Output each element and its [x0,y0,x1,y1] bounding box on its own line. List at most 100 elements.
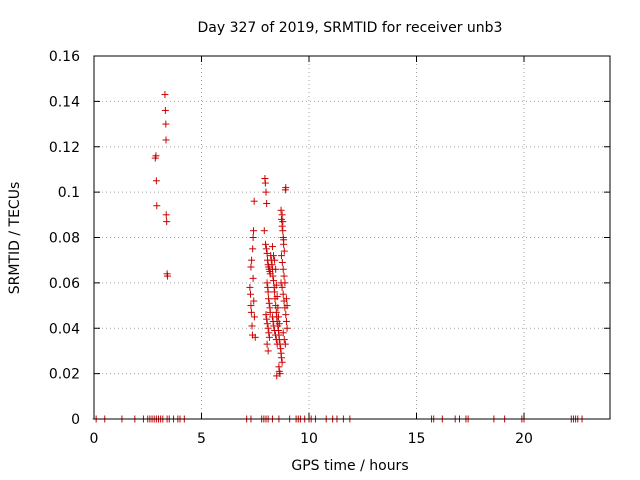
data-point [163,218,171,226]
data-point [263,340,271,348]
data-point [265,295,273,303]
y-tick-label: 0.02 [49,367,80,383]
data-point [282,295,290,303]
data-point [279,227,287,235]
data-point [250,227,258,235]
data-point [279,329,287,337]
data-point [251,333,259,341]
data-point [264,288,272,296]
data-point [262,188,270,196]
x-tick-label: 5 [197,431,206,447]
data-point [272,281,280,289]
data-point [280,336,288,344]
data-point [263,199,271,207]
data-point [278,222,286,230]
data-point [162,211,170,219]
data-point [279,265,287,273]
y-axis-label: SRMTID / TECUs [7,182,23,295]
x-axis-label: GPS time / hours [291,458,408,474]
data-point [274,304,282,312]
data-point [152,152,160,160]
data-point [247,302,255,310]
data-point [249,234,257,241]
data-point [277,252,285,260]
data-point [269,317,277,325]
data-point [247,308,255,316]
data-point [270,252,278,260]
data-point [161,106,169,114]
data-point [249,274,257,282]
x-tick-label: 15 [408,431,426,447]
data-point [283,302,291,310]
y-tick-label: 0.14 [49,94,80,110]
data-point [263,315,271,323]
plot-frame [93,55,611,420]
data-point [282,317,290,325]
data-point [161,91,169,99]
data-point [271,256,279,264]
data-point [272,336,280,344]
data-point [280,272,288,280]
data-points [92,91,586,423]
data-point [279,290,287,298]
data-point [260,227,268,235]
data-point [278,283,286,291]
y-tick-label: 0.06 [49,276,80,292]
data-point [268,313,276,321]
data-point [278,211,286,219]
data-point [249,245,257,253]
data-point [270,277,278,285]
data-point [262,240,270,248]
data-point [270,322,278,330]
data-point [279,218,287,226]
data-point [264,324,272,332]
x-tick-label: 10 [300,431,318,447]
data-point [266,308,274,316]
data-point [263,320,271,328]
data-point [271,288,279,296]
data-point [281,340,289,348]
y-tick-label: 0.04 [49,321,80,337]
data-point [248,256,256,264]
data-point [280,236,288,244]
data-point [265,299,273,307]
data-point [272,265,280,273]
data-point [152,177,160,185]
data-point [283,324,291,332]
data-point [269,272,277,280]
data-point [271,331,279,339]
data-point [282,184,290,192]
data-point [277,206,285,214]
x-tick-label: 20 [515,431,533,447]
data-point [278,358,286,366]
data-point [277,279,285,287]
data-point [274,313,282,321]
data-point [268,243,276,251]
data-point [280,247,288,255]
data-point [277,354,285,362]
data-point [246,283,254,291]
data-point [271,327,279,335]
data-point [273,372,281,380]
data-point [263,279,271,287]
data-point [273,292,281,300]
data-point [263,249,271,257]
data-point [264,347,272,355]
y-tick-label: 0.12 [49,140,80,156]
data-point [247,290,255,298]
y-tick-label: 0.08 [49,231,80,247]
data-point [273,340,281,348]
data-point [247,263,255,271]
grid-lines [94,56,610,419]
data-point [250,297,258,305]
data-point [162,120,170,128]
y-tick-label: 0 [71,412,80,428]
data-point [262,245,270,253]
data-point [278,258,286,266]
data-point [250,197,258,205]
data-point [275,320,283,328]
data-point [282,311,290,319]
data-point [162,136,170,144]
x-tick-label: 0 [90,431,99,447]
